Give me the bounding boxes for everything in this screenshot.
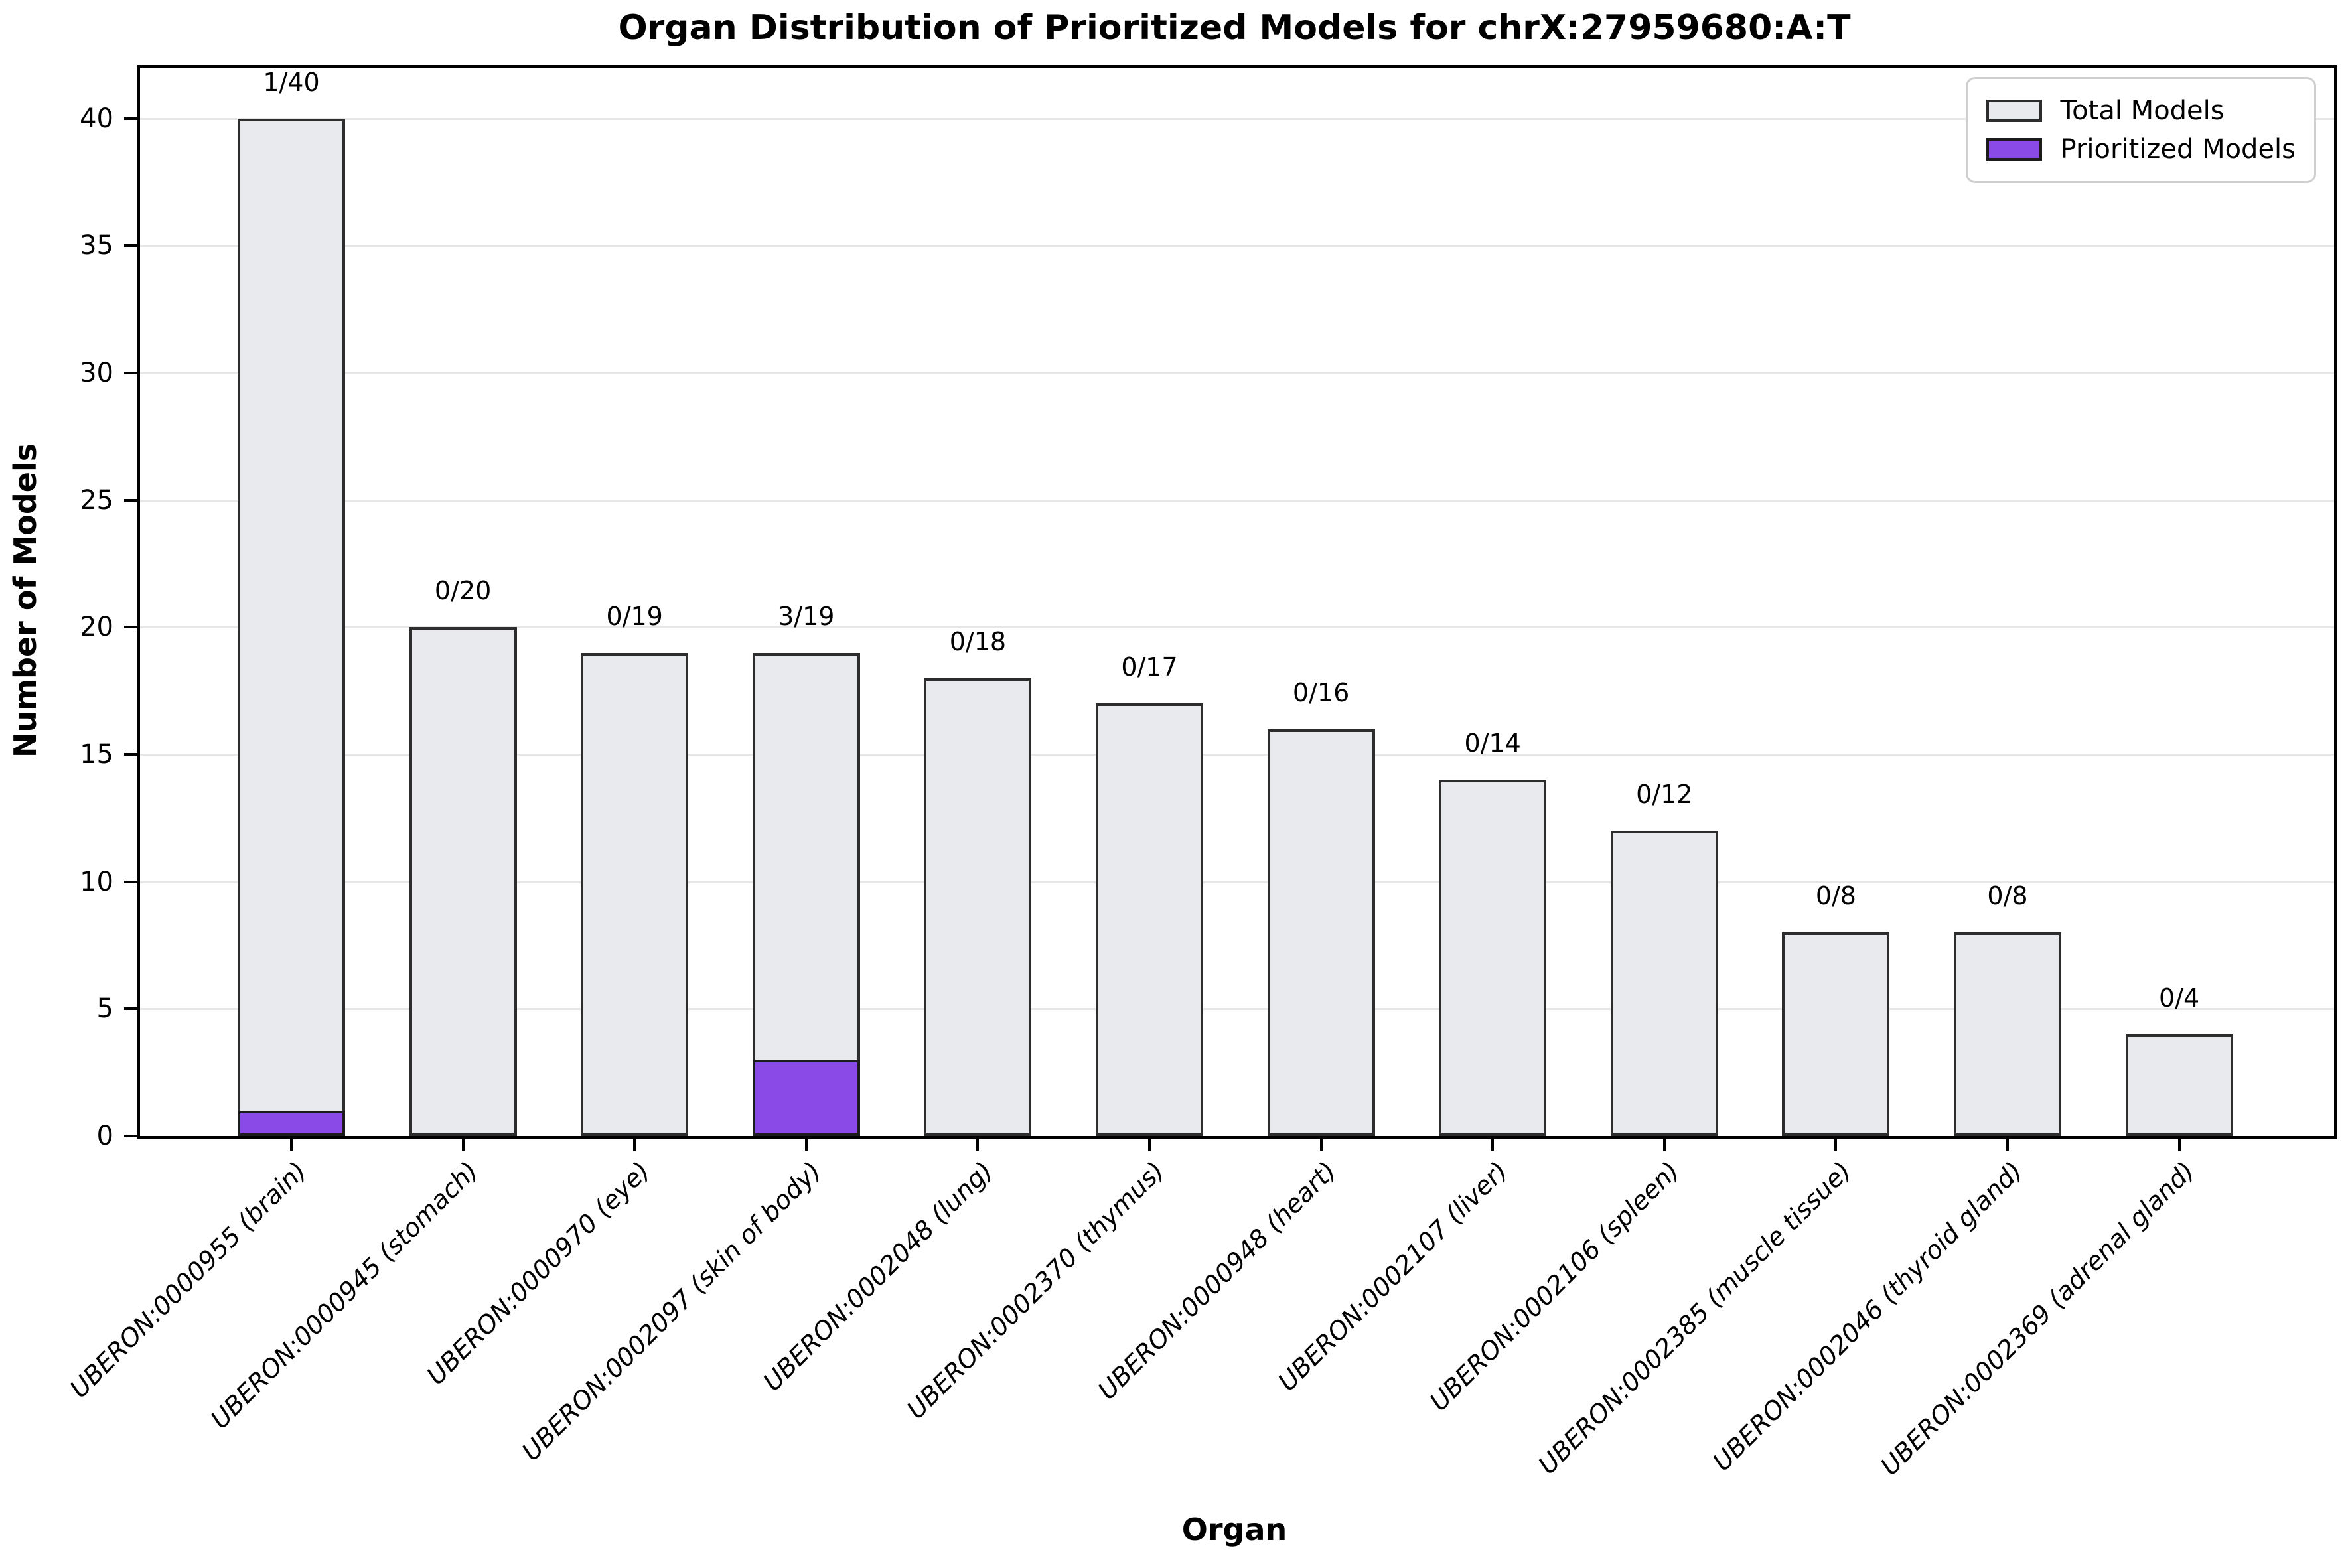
y-tick-label-5: 5 bbox=[96, 993, 113, 1025]
gridline-y-15 bbox=[140, 754, 2334, 756]
legend-swatch-total-models bbox=[1986, 100, 2042, 122]
legend-label-prioritized-models: Prioritized Models bbox=[2060, 134, 2296, 165]
bar-total-8 bbox=[1610, 831, 1718, 1136]
bar-prioritized-3 bbox=[752, 1060, 860, 1136]
x-tick-mark-8 bbox=[1662, 1139, 1666, 1151]
y-tick-label-20: 20 bbox=[80, 612, 113, 643]
bar-annotation-2: 0/19 bbox=[606, 601, 663, 631]
y-tick-label-40: 40 bbox=[80, 103, 113, 134]
bar-total-6 bbox=[1267, 729, 1375, 1136]
bar-annotation-9: 0/8 bbox=[1815, 881, 1856, 911]
gridline-y-5 bbox=[140, 1008, 2334, 1011]
bar-total-1 bbox=[409, 627, 517, 1136]
x-axis-label: Organ bbox=[1181, 1512, 1287, 1547]
y-axis-label: Number of Models bbox=[7, 443, 43, 758]
bar-total-11 bbox=[2125, 1034, 2233, 1136]
bar-annotation-0: 1/40 bbox=[263, 67, 320, 97]
x-tick-mark-9 bbox=[1834, 1139, 1838, 1151]
x-tick-mark-11 bbox=[2177, 1139, 2181, 1151]
x-tick-mark-3 bbox=[804, 1139, 808, 1151]
legend-entry-total: Total Models bbox=[1986, 94, 2296, 128]
x-tick-label-3: UBERON:0002097 (skin of body) bbox=[516, 1156, 827, 1466]
bar-total-7 bbox=[1439, 780, 1547, 1136]
y-tick-mark-15 bbox=[124, 753, 137, 756]
gridline-y-40 bbox=[140, 117, 2334, 120]
x-tick-label-11: UBERON:0002369 (adrenal gland) bbox=[1874, 1156, 2200, 1482]
bar-total-3 bbox=[752, 652, 860, 1136]
y-tick-label-30: 30 bbox=[80, 358, 113, 388]
legend-entry-prioritized: Prioritized Models bbox=[1986, 132, 2296, 167]
bar-prioritized-0 bbox=[238, 1110, 345, 1136]
gridline-y-20 bbox=[140, 626, 2334, 629]
x-tick-mark-5 bbox=[1148, 1139, 1151, 1151]
legend-label-total-models: Total Models bbox=[2060, 96, 2225, 126]
chart-title: Organ Distribution of Prioritized Models… bbox=[618, 8, 1851, 48]
bar-annotation-7: 0/14 bbox=[1464, 729, 1521, 758]
bar-annotation-1: 0/20 bbox=[434, 576, 492, 606]
y-tick-mark-25 bbox=[124, 498, 137, 502]
x-tick-mark-1 bbox=[461, 1139, 465, 1151]
x-tick-label-9: UBERON:0002385 (muscle tissue) bbox=[1532, 1156, 1857, 1480]
bar-total-9 bbox=[1782, 932, 1890, 1136]
bar-annotation-10: 0/8 bbox=[1987, 881, 2028, 911]
y-tick-mark-0 bbox=[124, 1135, 137, 1137]
bar-total-0 bbox=[238, 118, 345, 1136]
y-tick-mark-35 bbox=[124, 244, 137, 248]
x-tick-mark-7 bbox=[1491, 1139, 1495, 1151]
bar-total-4 bbox=[924, 678, 1032, 1136]
y-tick-label-15: 15 bbox=[80, 739, 113, 770]
x-tick-mark-4 bbox=[976, 1139, 980, 1151]
y-tick-label-25: 25 bbox=[80, 484, 113, 516]
y-tick-label-10: 10 bbox=[80, 866, 113, 897]
y-tick-mark-30 bbox=[124, 372, 137, 374]
legend-swatch-prioritized-models bbox=[1986, 138, 2042, 161]
bar-total-10 bbox=[1954, 932, 2061, 1136]
gridline-y-25 bbox=[140, 499, 2334, 502]
bar-total-2 bbox=[581, 652, 689, 1136]
y-tick-label-0: 0 bbox=[96, 1121, 113, 1151]
bar-annotation-4: 0/18 bbox=[949, 627, 1007, 656]
y-tick-mark-10 bbox=[124, 880, 137, 883]
bar-annotation-8: 0/12 bbox=[1636, 780, 1693, 809]
plot-area: 0 5 10 15 20 25 30 35 40 1/40 UBERON:0000955 (brai… bbox=[64, 65, 2337, 1481]
x-tick-mark-6 bbox=[1319, 1139, 1323, 1151]
bar-annotation-11: 0/4 bbox=[2159, 983, 2200, 1013]
y-tick-mark-20 bbox=[124, 626, 137, 629]
bar-annotation-5: 0/17 bbox=[1121, 652, 1178, 682]
x-tick-mark-10 bbox=[2006, 1139, 2009, 1151]
x-tick-label-1: UBERON:0000945 (stomach) bbox=[204, 1156, 484, 1435]
x-tick-mark-2 bbox=[633, 1139, 636, 1151]
bar-total-5 bbox=[1096, 703, 1203, 1136]
gridline-y-10 bbox=[140, 881, 2334, 883]
bar-annotation-3: 3/19 bbox=[778, 601, 835, 631]
bar-annotation-6: 0/16 bbox=[1292, 677, 1350, 707]
y-tick-label-35: 35 bbox=[80, 230, 113, 261]
y-tick-mark-40 bbox=[124, 117, 137, 120]
y-tick-mark-5 bbox=[124, 1007, 137, 1011]
gridline-y-35 bbox=[140, 245, 2334, 248]
x-tick-mark-0 bbox=[290, 1139, 293, 1151]
x-tick-label-10: UBERON:0002046 (thyroid gland) bbox=[1707, 1156, 2029, 1477]
gridline-y-30 bbox=[140, 372, 2334, 374]
legend: Total Models Prioritized Models bbox=[1965, 77, 2316, 183]
